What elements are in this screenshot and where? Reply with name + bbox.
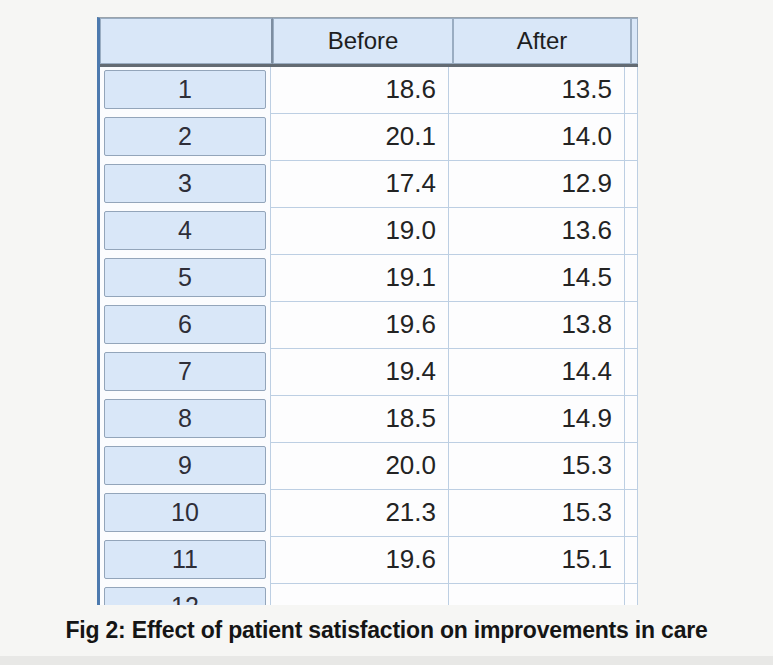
cell-after[interactable]: 13.8 <box>449 302 625 349</box>
cell-after[interactable]: 15.1 <box>449 537 625 584</box>
table-row: 519.114.5 <box>100 255 638 302</box>
cell-before[interactable]: 19.6 <box>271 302 449 349</box>
cell-partial[interactable] <box>625 443 638 490</box>
cell-partial[interactable] <box>625 490 638 537</box>
row-header-cell: 8 <box>100 396 271 443</box>
cell-after[interactable]: 15.3 <box>449 490 625 537</box>
spss-data-view-table: Before After 118.613.5220.114.0317.412.9… <box>97 17 638 605</box>
row-header-cell: 3 <box>100 161 271 208</box>
cell-after[interactable]: 14.4 <box>449 349 625 396</box>
cell-after[interactable]: 14.0 <box>449 114 625 161</box>
row-header-button[interactable]: 9 <box>104 446 266 485</box>
column-header-after[interactable]: After <box>453 18 631 64</box>
cell-after[interactable]: 15.3 <box>449 443 625 490</box>
cell-before[interactable]: 19.0 <box>271 208 449 255</box>
table-row: 118.613.5 <box>100 67 638 114</box>
row-header-cell: 5 <box>100 255 271 302</box>
row-header-cell: 7 <box>100 349 271 396</box>
cell-partial[interactable] <box>625 67 638 114</box>
column-header-row: Before After <box>100 18 638 67</box>
cell-before[interactable] <box>271 584 449 605</box>
cell-before[interactable]: 20.0 <box>271 443 449 490</box>
row-header-cell: 9 <box>100 443 271 490</box>
cell-before[interactable]: 18.6 <box>271 67 449 114</box>
cell-after[interactable]: 13.6 <box>449 208 625 255</box>
table-row: 419.013.6 <box>100 208 638 255</box>
table-row: 220.114.0 <box>100 114 638 161</box>
cell-partial[interactable] <box>625 349 638 396</box>
table-row: 317.412.9 <box>100 161 638 208</box>
cell-partial[interactable] <box>625 114 638 161</box>
cell-before[interactable]: 21.3 <box>271 490 449 537</box>
cell-after[interactable] <box>449 584 625 605</box>
column-header-before[interactable]: Before <box>273 18 453 64</box>
cell-after[interactable]: 12.9 <box>449 161 625 208</box>
cell-after[interactable]: 13.5 <box>449 67 625 114</box>
cell-before[interactable]: 20.1 <box>271 114 449 161</box>
cell-after[interactable]: 14.5 <box>449 255 625 302</box>
cell-partial[interactable] <box>625 302 638 349</box>
table-row: 1021.315.3 <box>100 490 638 537</box>
corner-cell[interactable] <box>100 18 273 64</box>
cell-before[interactable]: 19.1 <box>271 255 449 302</box>
table-row: 818.514.9 <box>100 396 638 443</box>
table-row: 719.414.4 <box>100 349 638 396</box>
row-header-button[interactable]: 8 <box>104 399 266 438</box>
row-header-button[interactable]: 4 <box>104 211 266 250</box>
cell-before[interactable]: 19.4 <box>271 349 449 396</box>
row-header-button[interactable]: 12 <box>104 587 266 605</box>
row-header-cell: 10 <box>100 490 271 537</box>
cell-after[interactable]: 14.9 <box>449 396 625 443</box>
row-header-cell: 1 <box>100 67 271 114</box>
row-header-button[interactable]: 10 <box>104 493 266 532</box>
row-header-cell: 2 <box>100 114 271 161</box>
row-header-button[interactable]: 5 <box>104 258 266 297</box>
row-header-button[interactable]: 1 <box>104 70 266 109</box>
row-header-button[interactable]: 6 <box>104 305 266 344</box>
cell-partial[interactable] <box>625 161 638 208</box>
row-header-button[interactable]: 2 <box>104 117 266 156</box>
cell-before[interactable]: 19.6 <box>271 537 449 584</box>
row-header-cell: 4 <box>100 208 271 255</box>
row-header-cell: 12 <box>100 584 271 605</box>
row-header-button[interactable]: 7 <box>104 352 266 391</box>
row-header-cell: 11 <box>100 537 271 584</box>
table-body: 118.613.5220.114.0317.412.9419.013.6519.… <box>100 67 638 605</box>
table-row: 12 <box>100 584 638 605</box>
table-row: 920.015.3 <box>100 443 638 490</box>
cell-partial[interactable] <box>625 537 638 584</box>
row-header-button[interactable]: 3 <box>104 164 266 203</box>
page: Before After 118.613.5220.114.0317.412.9… <box>0 0 773 665</box>
table-row: 1119.615.1 <box>100 537 638 584</box>
cell-partial[interactable] <box>625 208 638 255</box>
bottom-strip <box>0 656 773 665</box>
row-header-cell: 6 <box>100 302 271 349</box>
column-header-partial[interactable] <box>631 18 638 64</box>
cell-partial[interactable] <box>625 255 638 302</box>
row-header-button[interactable]: 11 <box>104 540 266 579</box>
cell-before[interactable]: 18.5 <box>271 396 449 443</box>
figure-caption: Fig 2: Effect of patient satisfaction on… <box>0 617 773 644</box>
cell-partial[interactable] <box>625 396 638 443</box>
cell-partial[interactable] <box>625 584 638 605</box>
cell-before[interactable]: 17.4 <box>271 161 449 208</box>
table-row: 619.613.8 <box>100 302 638 349</box>
